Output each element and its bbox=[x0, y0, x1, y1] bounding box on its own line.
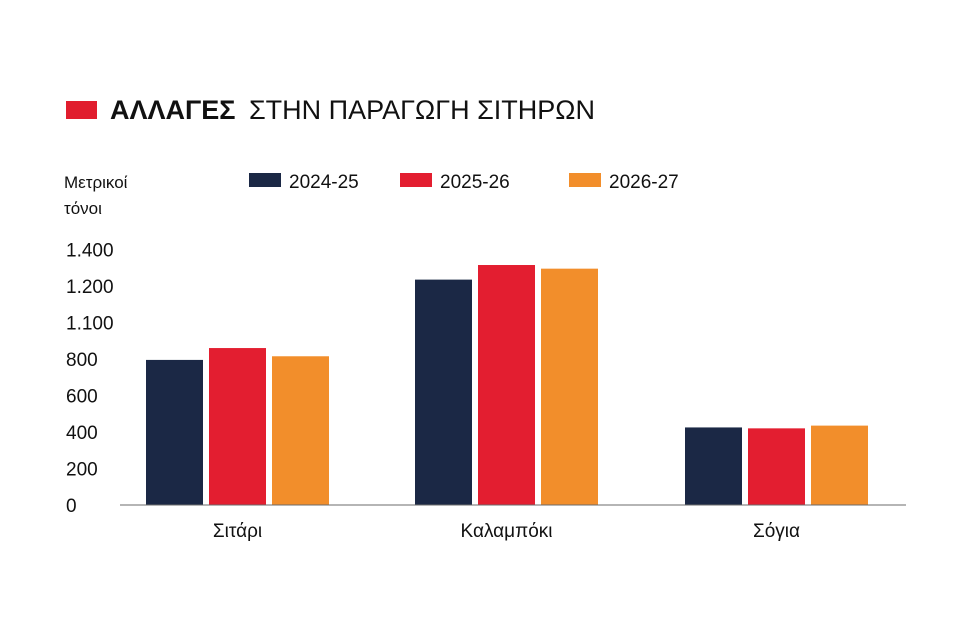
y-tick-label: 1.400 bbox=[66, 241, 114, 262]
x-tick-label: Καλαμπόκι bbox=[461, 521, 553, 542]
bars bbox=[146, 265, 868, 505]
bar bbox=[685, 427, 742, 505]
chart-title: ΑΛΛΑΓΕΣ ΣΤΗΝ ΠΑΡΑΓΩΓΗ ΣΙΤΗΡΩΝ bbox=[110, 95, 595, 125]
y-tick-label: 0 bbox=[66, 496, 77, 517]
y-axis-label-line1: Μετρικοί bbox=[64, 173, 128, 192]
y-axis-label-line2: τόνοι bbox=[64, 199, 102, 218]
legend: 2024-25 2025-26 2026-27 bbox=[249, 172, 679, 193]
y-tick-label: 1.200 bbox=[66, 277, 114, 298]
y-tick-label: 200 bbox=[66, 460, 98, 481]
y-tick-label: 400 bbox=[66, 423, 98, 444]
x-axis-labels: Σιτάρι Καλαμπόκι Σόγια bbox=[213, 521, 800, 542]
bar bbox=[748, 428, 805, 505]
y-tick-label: 800 bbox=[66, 350, 98, 371]
bar bbox=[146, 359, 203, 505]
y-axis-ticks: 0 200 400 600 800 1.100 1.200 1.400 bbox=[66, 241, 114, 518]
bar bbox=[209, 348, 266, 505]
legend-label: 2025-26 bbox=[440, 172, 510, 193]
bar bbox=[541, 268, 598, 505]
legend-label: 2026-27 bbox=[609, 172, 679, 193]
chart-title-bold: ΑΛΛΑΓΕΣ bbox=[110, 95, 235, 125]
bar bbox=[272, 356, 329, 505]
bar bbox=[415, 279, 472, 505]
x-tick-label: Σόγια bbox=[753, 521, 800, 542]
chart-title-rest: ΣΤΗΝ ΠΑΡΑΓΩΓΗ ΣΙΤΗΡΩΝ bbox=[249, 95, 595, 125]
x-tick-label: Σιτάρι bbox=[213, 521, 262, 542]
legend-swatch bbox=[249, 173, 281, 187]
y-tick-label: 1.100 bbox=[66, 314, 114, 335]
legend-swatch bbox=[569, 173, 601, 187]
legend-label: 2024-25 bbox=[289, 172, 359, 193]
legend-swatch bbox=[400, 173, 432, 187]
y-tick-label: 600 bbox=[66, 387, 98, 408]
bar bbox=[811, 425, 868, 505]
title-marker bbox=[66, 101, 97, 119]
bar bbox=[478, 265, 535, 505]
